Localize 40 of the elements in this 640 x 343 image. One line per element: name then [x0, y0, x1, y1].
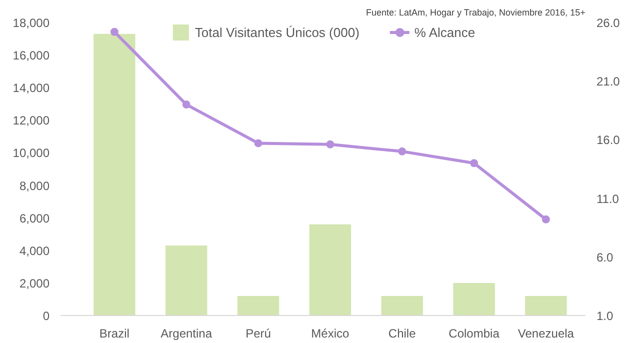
y2-tick-label: 11.0	[596, 192, 620, 206]
y-tick-label: 16,000	[12, 48, 50, 63]
x-tick-label: Venezuela	[518, 326, 574, 340]
bar	[237, 296, 280, 316]
point	[326, 140, 334, 148]
y2-tick-label: 1.0	[596, 309, 614, 323]
point	[542, 215, 550, 224]
y-tick-label: 6,000	[19, 211, 50, 226]
y-tick-label: 10,000	[12, 146, 50, 160]
y-tick-label: 4,000	[19, 244, 50, 258]
y2-tick-label: 21.0	[596, 74, 620, 89]
bar	[525, 296, 567, 316]
source-note: Fuente: LatAm, Hogar y Trabajo, Noviembre 2016, 15+	[366, 8, 586, 18]
bar	[94, 34, 136, 316]
y2-tick-label: 16.0	[596, 133, 620, 148]
y2-tick-label: 6.0	[596, 250, 614, 264]
bar	[166, 246, 208, 316]
x-tick-label: México	[311, 326, 350, 340]
y-tick-label: 14,000	[12, 81, 50, 96]
x-tick-label: Colombia	[448, 326, 500, 340]
x-tick-label: Chile	[388, 326, 416, 340]
x-tick-label: Perú	[246, 326, 271, 340]
point	[254, 139, 262, 148]
y-tick-label: 0	[42, 309, 50, 323]
bar	[309, 224, 352, 316]
point	[110, 28, 118, 36]
y-tick-label: 12,000	[12, 114, 50, 128]
point	[398, 147, 406, 156]
x-tick-label: Argentina	[160, 326, 212, 340]
y-tick-label: 2,000	[19, 276, 50, 290]
bar	[381, 296, 423, 316]
bar	[453, 282, 495, 316]
legend-label: Total Visitantes Únicos (000)	[194, 24, 360, 40]
legend-label: % Alcance	[414, 24, 476, 40]
y-tick-label: 18,000	[12, 16, 50, 30]
point	[182, 100, 190, 109]
y-tick-label: 8,000	[19, 178, 50, 193]
y2-tick-label: 26.0	[596, 16, 620, 30]
x-tick-label: Brazil	[99, 326, 130, 340]
point	[470, 159, 478, 168]
